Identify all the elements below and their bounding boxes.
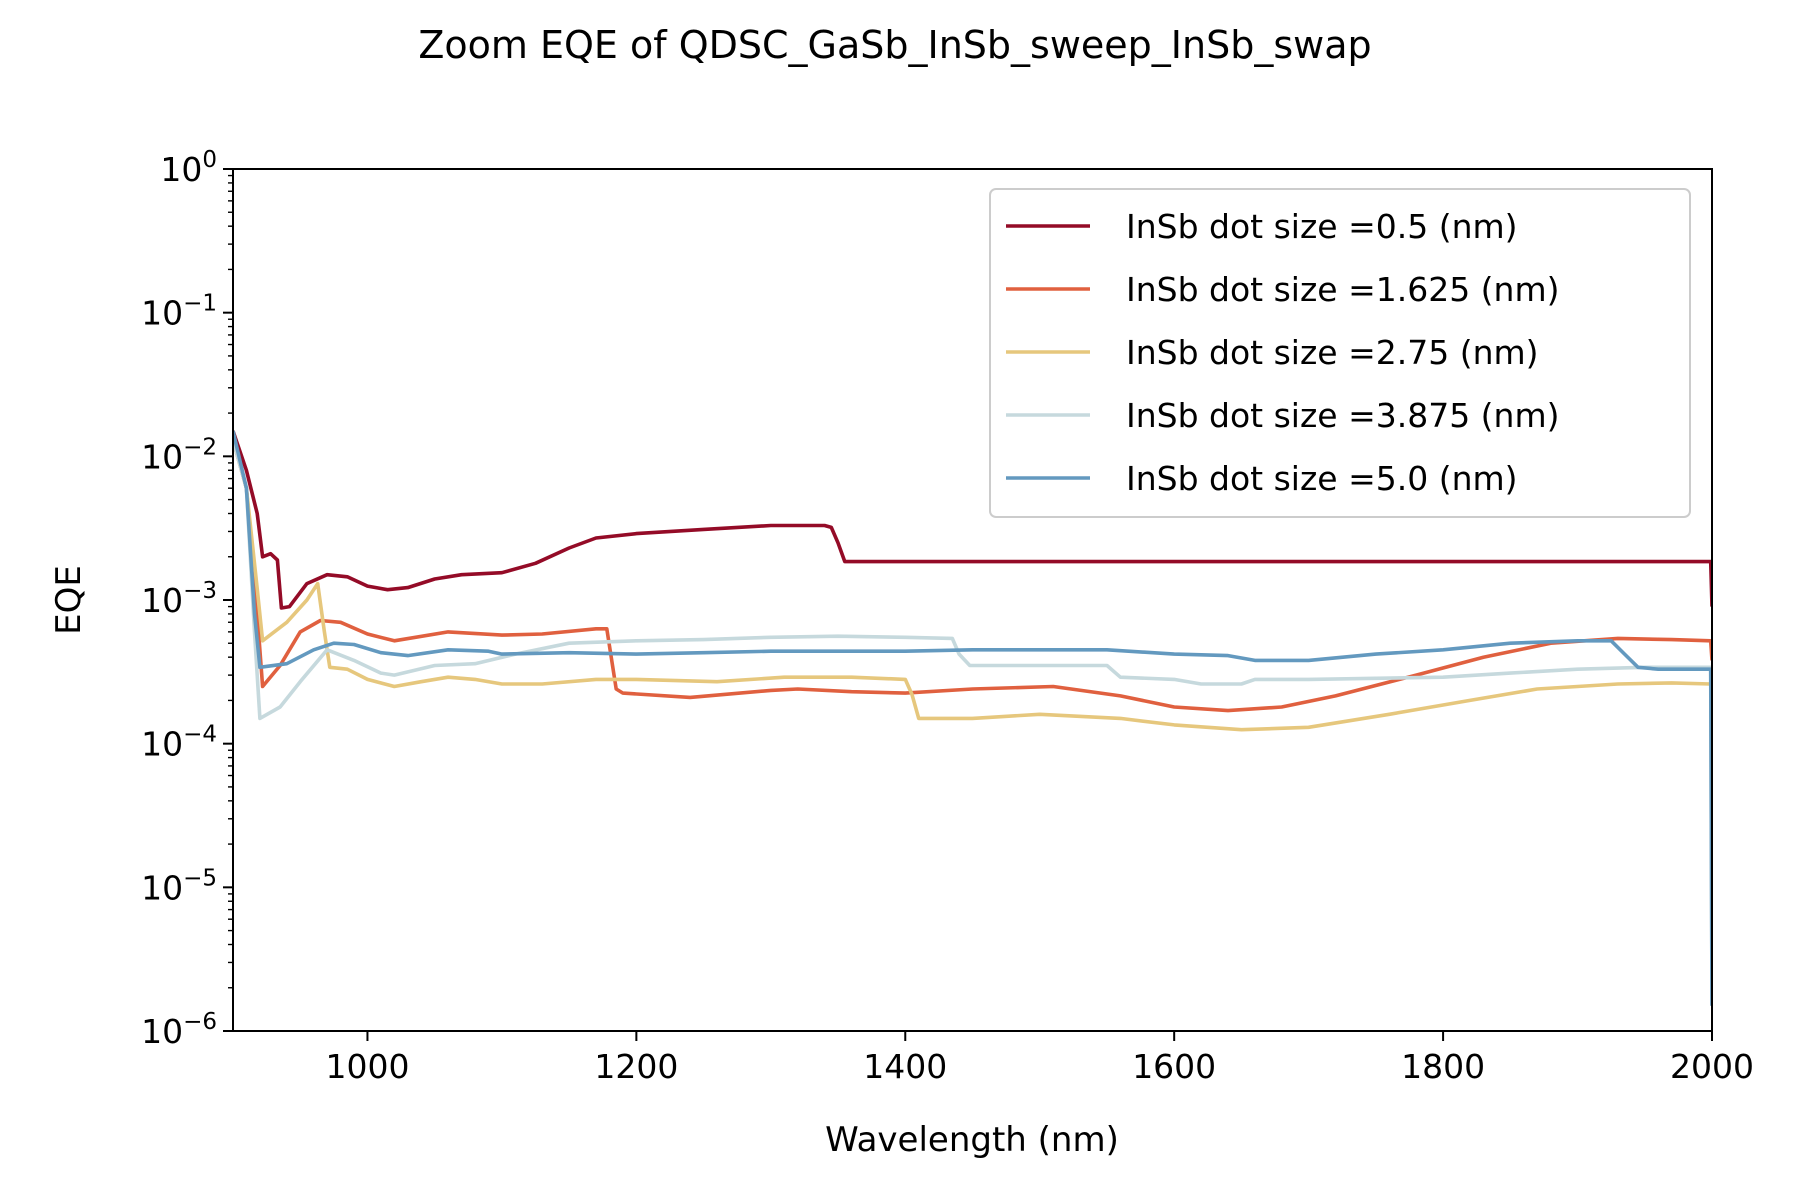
y-tick-label: 10−3 bbox=[141, 578, 217, 620]
legend-label: InSb dot size =2.75 (nm) bbox=[1126, 333, 1539, 372]
x-tick-label: 1600 bbox=[1132, 1047, 1216, 1086]
y-tick-label: 100 bbox=[160, 147, 217, 189]
legend-label: InSb dot size =5.0 (nm) bbox=[1126, 459, 1518, 498]
x-tick-label: 1400 bbox=[863, 1047, 947, 1086]
x-tick-label: 1200 bbox=[594, 1047, 678, 1086]
series-line-3 bbox=[233, 439, 1712, 732]
y-tick-label: 10−2 bbox=[141, 434, 217, 476]
y-tick-label: 10−5 bbox=[141, 865, 217, 907]
legend-label: InSb dot size =0.5 (nm) bbox=[1126, 207, 1518, 246]
y-tick-label: 10−6 bbox=[141, 1009, 217, 1051]
series-line-4 bbox=[233, 439, 1712, 1006]
legend-label: InSb dot size =3.875 (nm) bbox=[1126, 396, 1560, 435]
x-tick-label: 2000 bbox=[1670, 1047, 1754, 1086]
legend-label: InSb dot size =1.625 (nm) bbox=[1126, 270, 1560, 309]
x-axis: 1000 1200 1400 1600 1800 2000 bbox=[325, 1031, 1754, 1086]
legend: InSb dot size =0.5 (nm) InSb dot size =1.… bbox=[989, 188, 1691, 518]
x-tick-label: 1800 bbox=[1401, 1047, 1485, 1086]
y-tick-label: 10−4 bbox=[141, 722, 217, 764]
series-line-2 bbox=[233, 439, 1712, 713]
series-line-5 bbox=[233, 430, 1712, 1006]
y-axis: 100 10−1 10−2 10−3 10−4 10−5 10−6 bbox=[141, 147, 233, 1051]
x-axis-label: Wavelength (nm) bbox=[825, 1120, 1119, 1160]
legend-box bbox=[989, 188, 1691, 518]
chart-title: Zoom EQE of QDSC_GaSb_InSb_sweep_InSb_sw… bbox=[418, 23, 1371, 67]
y-tick-label: 10−1 bbox=[141, 291, 217, 333]
y-axis-label: EQE bbox=[49, 565, 89, 635]
x-tick-label: 1000 bbox=[325, 1047, 409, 1086]
series-layer bbox=[233, 430, 1712, 1006]
series-line-1 bbox=[233, 430, 1712, 610]
